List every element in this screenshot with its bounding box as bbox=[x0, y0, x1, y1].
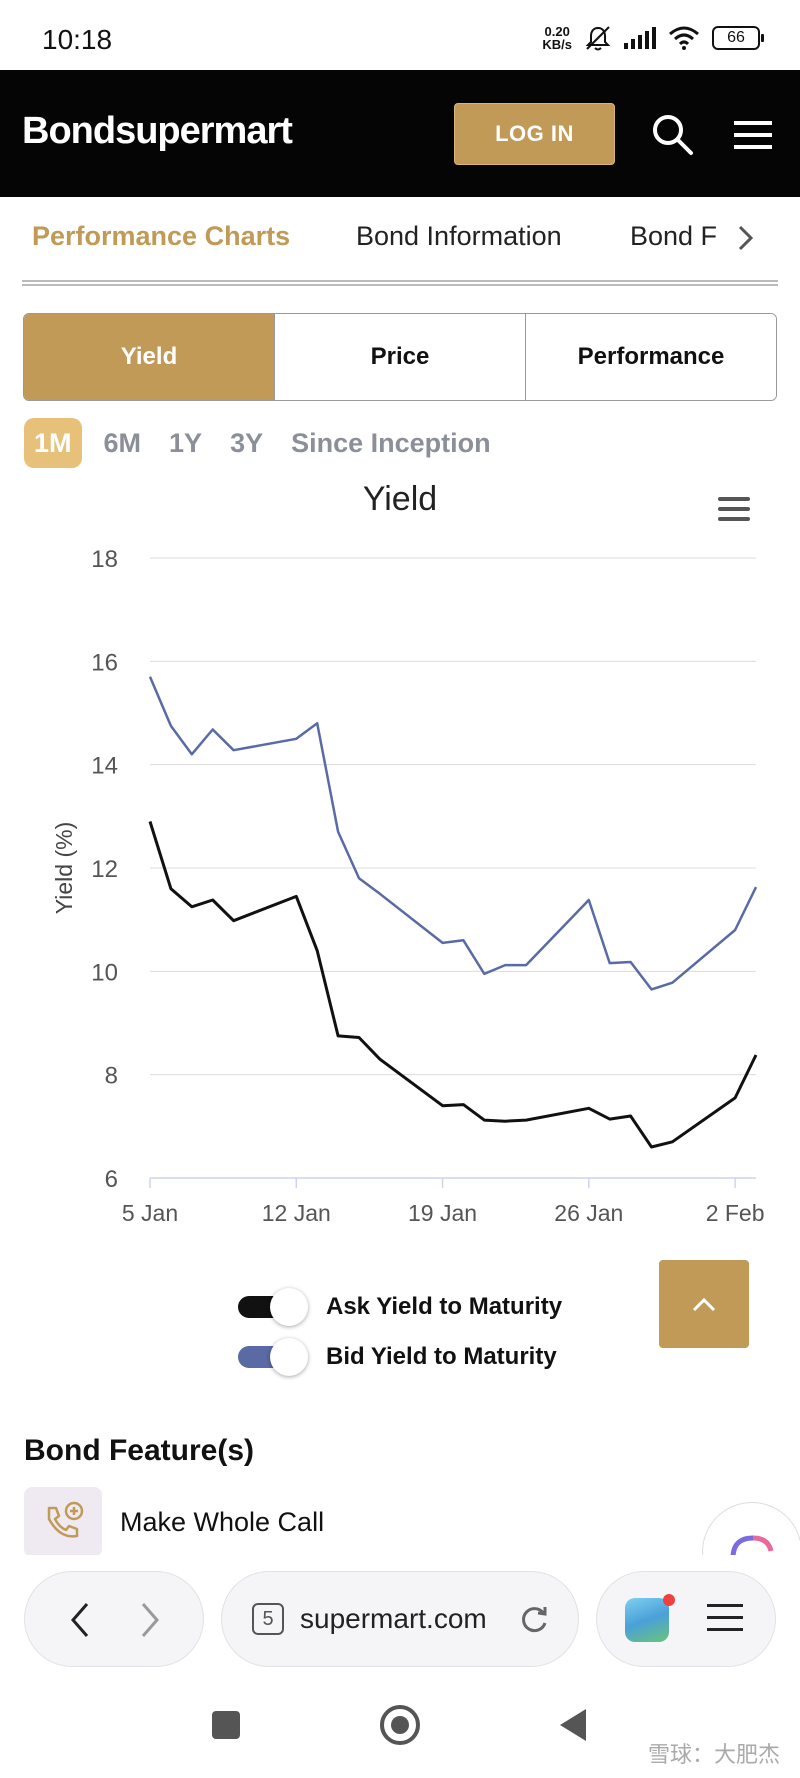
y-tick-label: 6 bbox=[105, 1166, 118, 1193]
browser-toolbar: 5 supermart.com bbox=[0, 1555, 800, 1675]
battery-icon: 66 bbox=[712, 26, 764, 50]
back-arrow-icon[interactable] bbox=[65, 1600, 95, 1640]
bond-features-heading: Bond Feature(s) bbox=[24, 1434, 255, 1467]
ask-yield-toggle[interactable] bbox=[238, 1288, 308, 1326]
login-button[interactable]: LOG IN bbox=[454, 103, 615, 165]
net-speed: 0.20 KB/s bbox=[542, 25, 572, 51]
period-since-inception[interactable]: Since Inception bbox=[291, 427, 491, 458]
bid-yield-toggle[interactable] bbox=[238, 1338, 308, 1376]
y-tick-label: 12 bbox=[91, 856, 118, 883]
extension-icon[interactable] bbox=[625, 1598, 669, 1642]
net-speed-unit: KB/s bbox=[542, 37, 572, 52]
chart-menu-icon[interactable] bbox=[718, 496, 750, 522]
y-tick-label: 8 bbox=[105, 1063, 118, 1090]
chart-type-selector: Yield Price Performance bbox=[23, 313, 777, 401]
signal-icon bbox=[624, 27, 656, 49]
chevron-right-icon[interactable] bbox=[736, 223, 756, 253]
series-line-bid bbox=[148, 676, 758, 991]
legend-item-ask[interactable]: Ask Yield to Maturity bbox=[238, 1282, 562, 1332]
back-button[interactable] bbox=[560, 1709, 586, 1741]
series-line-ask bbox=[148, 821, 758, 1149]
y-tick-label: 10 bbox=[91, 959, 118, 986]
x-tick-label: 19 Jan bbox=[408, 1200, 477, 1226]
period-1m[interactable]: 1M bbox=[24, 418, 82, 468]
browser-nav-group bbox=[24, 1571, 204, 1667]
reload-icon[interactable] bbox=[518, 1604, 550, 1636]
watermark: 雪球：大肥杰 bbox=[647, 1742, 780, 1767]
forward-arrow-icon[interactable] bbox=[135, 1600, 165, 1640]
hamburger-menu-icon[interactable] bbox=[734, 120, 772, 150]
mute-icon bbox=[585, 26, 611, 51]
x-tick-label: 2 Feb bbox=[706, 1200, 765, 1226]
browser-menu-icon[interactable] bbox=[707, 1602, 743, 1634]
recents-button[interactable] bbox=[212, 1711, 240, 1739]
status-time: 10:18 bbox=[42, 24, 113, 55]
assistant-icon bbox=[730, 1535, 774, 1559]
feature-label: Make Whole Call bbox=[120, 1506, 325, 1537]
url-text[interactable]: supermart.com bbox=[300, 1603, 487, 1634]
y-axis-label: Yield (%) bbox=[51, 822, 77, 914]
y-tick-label: 18 bbox=[91, 546, 118, 573]
phone-plus-icon bbox=[24, 1487, 102, 1557]
search-icon[interactable] bbox=[650, 112, 694, 156]
period-6m[interactable]: 6M bbox=[103, 427, 142, 458]
segment-yield[interactable]: Yield bbox=[24, 314, 275, 400]
tab-performance-charts[interactable]: Performance Charts bbox=[32, 221, 291, 251]
period-1y[interactable]: 1Y bbox=[169, 427, 203, 458]
browser-extras bbox=[596, 1571, 776, 1667]
x-tick-label: 12 Jan bbox=[262, 1200, 331, 1226]
legend-label-ask: Ask Yield to Maturity bbox=[326, 1293, 563, 1320]
segment-price[interactable]: Price bbox=[275, 314, 526, 400]
home-button[interactable] bbox=[380, 1705, 420, 1745]
net-speed-value: 0.20 bbox=[544, 24, 570, 39]
tab-bond-information[interactable]: Bond Information bbox=[356, 221, 562, 251]
segment-performance[interactable]: Performance bbox=[526, 314, 776, 400]
chevron-up-icon bbox=[692, 1297, 716, 1312]
legend-label-bid: Bid Yield to Maturity bbox=[326, 1343, 557, 1370]
feature-make-whole-call: Make Whole Call bbox=[24, 1487, 324, 1557]
x-tick-label: 5 Jan bbox=[122, 1200, 178, 1226]
toggle-knob bbox=[270, 1338, 308, 1376]
yield-chart: 6 8 10 12 14 16 18 5 Jan 12 Jan 19 Jan 26 Jan 2 Feb… bbox=[51, 546, 765, 1226]
detail-tabs: Performance Charts Bond Information Bond… bbox=[0, 197, 800, 277]
wifi-icon bbox=[669, 26, 699, 50]
tab-bond-partial[interactable]: Bond F bbox=[630, 221, 716, 251]
tab-count-badge[interactable]: 5 bbox=[252, 1603, 284, 1635]
address-bar[interactable]: 5 supermart.com bbox=[221, 1571, 579, 1667]
notification-dot bbox=[663, 1594, 675, 1606]
period-selector: 1M 6M 1Y 3Y Since Inception bbox=[24, 418, 519, 468]
status-icons: 0.20 KB/s 66 bbox=[542, 24, 764, 52]
bondsupermart-logo[interactable]: Bondsupermart bbox=[22, 110, 293, 152]
scroll-to-top-button[interactable] bbox=[659, 1260, 749, 1348]
chart-title: Yield bbox=[362, 480, 438, 518]
chart-legend: Ask Yield to Maturity Bid Yield to Matur… bbox=[238, 1282, 562, 1382]
system-nav-bar: 雪球：大肥杰 bbox=[0, 1675, 800, 1778]
status-bar: 10:18 0.20 KB/s 66 bbox=[0, 0, 800, 70]
site-header: Bondsupermart LOG IN bbox=[0, 70, 800, 197]
y-tick-label: 14 bbox=[91, 753, 118, 780]
toggle-knob bbox=[270, 1288, 308, 1326]
legend-item-bid[interactable]: Bid Yield to Maturity bbox=[238, 1332, 562, 1382]
y-tick-label: 16 bbox=[91, 649, 118, 676]
tabs-divider bbox=[22, 280, 778, 286]
x-tick-label: 26 Jan bbox=[554, 1200, 623, 1226]
period-3y[interactable]: 3Y bbox=[230, 427, 264, 458]
